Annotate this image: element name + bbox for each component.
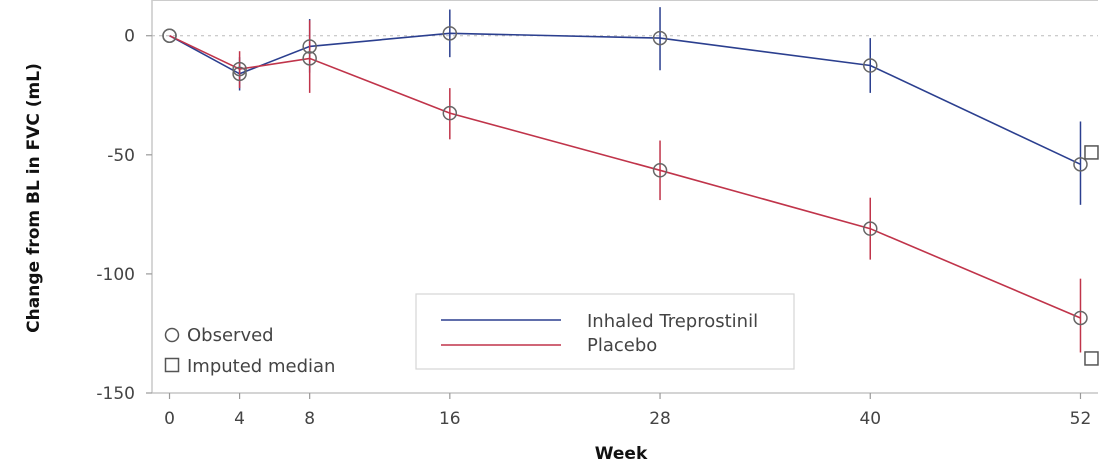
y-tick-label: -100: [96, 265, 135, 285]
y-tick-label: 0: [124, 27, 135, 47]
observed-point-treprostinil: [442, 26, 458, 41]
x-tick-label: 52: [1070, 409, 1092, 429]
observed-point-placebo: [162, 28, 177, 43]
observed-point-treprostinil: [232, 66, 247, 82]
series-legend-label-treprostinil: Inhaled Treprostinil: [587, 311, 758, 332]
y-tick-label: -50: [107, 146, 135, 166]
x-tick-label: 4: [234, 409, 245, 429]
series-legend-box: [415, 293, 795, 370]
marker-legend-imputed-median: Imputed median: [187, 356, 335, 377]
observed-point-placebo: [232, 61, 247, 77]
imputed-median-point-treprostinil: [1084, 145, 1099, 160]
observed-point-treprostinil: [302, 39, 317, 54]
observed-point-placebo: [442, 105, 458, 121]
series-legend: Inhaled Treprostinil Placebo: [415, 293, 795, 370]
marker-legend: Observed Imputed median: [164, 325, 335, 377]
y-tick-label: -150: [96, 384, 135, 404]
series-legend-label-placebo: Placebo: [587, 335, 657, 356]
x-tick-label: 16: [439, 409, 461, 429]
observed-marker-icon: [164, 327, 180, 343]
observed-point-placebo: [652, 163, 668, 178]
marker-legend-observed: Observed: [187, 325, 274, 346]
x-tick-label: 28: [649, 409, 671, 429]
observed-point-treprostinil: [1073, 157, 1088, 172]
x-tick-label: 8: [304, 409, 315, 429]
x-tick-label: 40: [859, 409, 881, 429]
imputed-median-marker-icon: [164, 357, 180, 373]
series-line-placebo: [169, 34, 1081, 319]
imputed-median-point-placebo: [1084, 351, 1099, 366]
observed-point-placebo: [863, 221, 878, 236]
x-axis-title: Week: [595, 444, 648, 462]
observed-point-placebo: [1073, 310, 1088, 326]
observed-point-treprostinil: [652, 30, 668, 46]
observed-point-treprostinil: [863, 58, 878, 73]
observed-point-placebo: [302, 51, 317, 66]
y-axis-title: Change from BL in FVC (mL): [24, 63, 44, 333]
x-tick-label: 0: [164, 409, 175, 429]
